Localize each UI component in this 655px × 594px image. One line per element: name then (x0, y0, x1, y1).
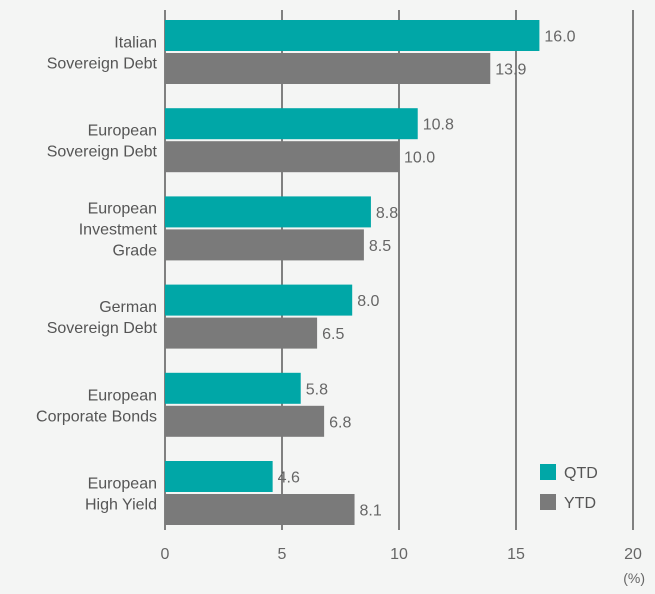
data-label-ytd-3: 6.5 (322, 326, 344, 343)
category-label-line: Sovereign Debt (47, 56, 158, 73)
bar-qtd-4 (165, 372, 301, 404)
category-label-line: German (99, 299, 157, 316)
category-label-line: European (88, 387, 157, 404)
x-unit-label: (%) (623, 570, 645, 586)
data-label-qtd-4: 5.8 (306, 381, 328, 398)
data-label-qtd-3: 8.0 (357, 293, 379, 310)
category-label-5: European High Yield (85, 476, 157, 514)
category-label-line: Grade (113, 242, 158, 259)
bar-ytd-4 (165, 405, 325, 437)
category-label-line: Investment (79, 221, 158, 238)
category-label-2: European Investment Grade (79, 200, 158, 259)
data-label-qtd-2: 8.8 (376, 205, 398, 222)
category-label-3: German Sovereign Debt (47, 299, 158, 337)
x-tick-label-4: 20 (624, 546, 642, 563)
category-label-line: Corporate Bonds (36, 408, 157, 425)
legend-label-ytd: YTD (564, 495, 596, 512)
legend-label-qtd: QTD (564, 465, 598, 482)
category-label-line: High Yield (85, 497, 157, 514)
bar-ytd-1 (165, 141, 399, 173)
data-label-ytd-2: 8.5 (369, 238, 391, 255)
bar-ytd-3 (165, 317, 318, 349)
category-label-line: Sovereign Debt (47, 144, 158, 161)
data-label-qtd-0: 16.0 (544, 29, 575, 46)
bar-ytd-2 (165, 229, 364, 261)
data-label-ytd-1: 10.0 (404, 150, 435, 167)
category-label-line: Italian (114, 35, 157, 52)
category-label-1: European Sovereign Debt (47, 123, 158, 161)
category-label-4: European Corporate Bonds (36, 387, 157, 425)
category-label-0: Italian Sovereign Debt (47, 35, 158, 73)
x-tick-label-1: 5 (278, 546, 287, 563)
x-tick-label-0: 0 (161, 546, 170, 563)
bar-ytd-0 (165, 53, 491, 84)
bar-ytd-5 (165, 494, 355, 525)
bar-qtd-3 (165, 284, 353, 316)
category-label-line: European (88, 200, 157, 217)
category-label-line: European (88, 476, 157, 493)
bar-qtd-2 (165, 196, 371, 228)
data-label-ytd-5: 8.1 (360, 503, 382, 520)
data-label-ytd-0: 13.9 (495, 62, 526, 79)
category-label-line: Sovereign Debt (47, 320, 158, 337)
legend-swatch-qtd (540, 464, 556, 480)
bar-qtd-5 (165, 461, 273, 492)
data-label-qtd-5: 4.6 (278, 470, 300, 487)
category-label-line: European (88, 123, 157, 140)
bar-qtd-0 (165, 20, 540, 51)
x-tick-label-2: 10 (390, 546, 408, 563)
data-label-qtd-1: 10.8 (423, 117, 454, 134)
bar-qtd-1 (165, 108, 418, 140)
x-tick-label-3: 15 (507, 546, 525, 563)
legend-swatch-ytd (540, 494, 556, 510)
data-label-ytd-4: 6.8 (329, 414, 351, 431)
